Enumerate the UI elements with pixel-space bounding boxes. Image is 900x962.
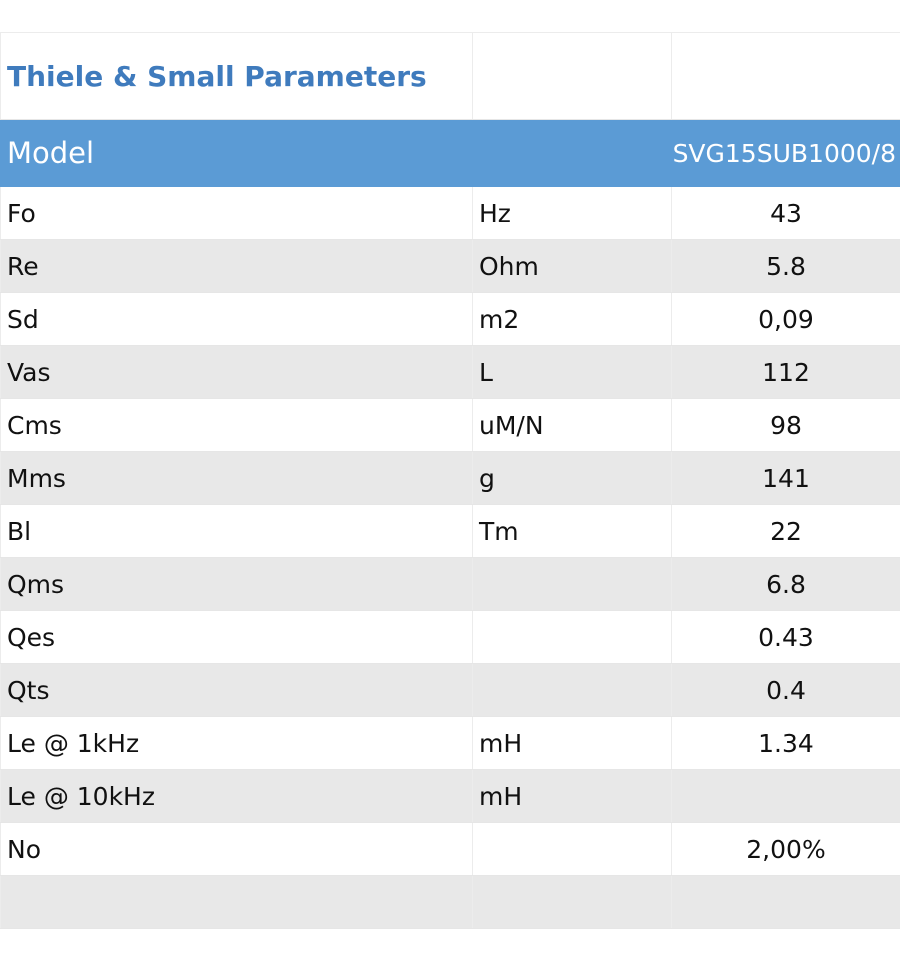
unit-cell: mH <box>472 769 672 823</box>
empty-cell <box>472 32 672 120</box>
value-cell: 98 <box>671 398 900 452</box>
value-cell: 0,09 <box>671 292 900 346</box>
empty-cell <box>671 875 900 929</box>
table-title: Thiele & Small Parameters <box>0 32 473 120</box>
parameters-table-body: Thiele & Small Parameters Model SVG15SUB… <box>0 32 900 929</box>
title-row: Thiele & Small Parameters <box>0 32 900 120</box>
table-row: Fo Hz 43 <box>0 186 900 240</box>
table-row: Le @ 1kHz mH 1.34 <box>0 716 900 770</box>
param-cell: Re <box>0 239 473 293</box>
value-cell: 141 <box>671 451 900 505</box>
table-row: Mms g 141 <box>0 451 900 505</box>
table-row: No 2,00% <box>0 822 900 876</box>
empty-cell <box>472 875 672 929</box>
param-cell: No <box>0 822 473 876</box>
param-cell: Mms <box>0 451 473 505</box>
model-label: Model <box>0 119 473 187</box>
table-row: Re Ohm 5.8 <box>0 239 900 293</box>
unit-cell: m2 <box>472 292 672 346</box>
value-cell: 2,00% <box>671 822 900 876</box>
unit-cell: Ohm <box>472 239 672 293</box>
empty-cell <box>671 32 900 120</box>
value-cell: 112 <box>671 345 900 399</box>
table-row: Qms 6.8 <box>0 557 900 611</box>
unit-cell: mH <box>472 716 672 770</box>
parameters-sheet: Thiele & Small Parameters Model SVG15SUB… <box>0 32 900 929</box>
param-cell: Qms <box>0 557 473 611</box>
value-cell: 22 <box>671 504 900 558</box>
value-cell: 0.4 <box>671 663 900 717</box>
model-value: SVG15SUB1000/8 <box>671 119 900 187</box>
table-row: Cms uM/N 98 <box>0 398 900 452</box>
parameters-table: Thiele & Small Parameters Model SVG15SUB… <box>0 32 900 929</box>
unit-cell: uM/N <box>472 398 672 452</box>
param-cell: Qes <box>0 610 473 664</box>
unit-cell: Tm <box>472 504 672 558</box>
unit-cell: Hz <box>472 186 672 240</box>
model-header-row: Model SVG15SUB1000/8 <box>0 119 900 187</box>
param-cell: Sd <box>0 292 473 346</box>
param-cell: Bl <box>0 504 473 558</box>
unit-cell: g <box>472 451 672 505</box>
param-cell: Vas <box>0 345 473 399</box>
table-row: Qes 0.43 <box>0 610 900 664</box>
value-cell: 1.34 <box>671 716 900 770</box>
unit-cell <box>472 663 672 717</box>
empty-cell <box>0 875 473 929</box>
param-cell: Fo <box>0 186 473 240</box>
table-row: Qts 0.4 <box>0 663 900 717</box>
unit-cell <box>472 557 672 611</box>
table-row: Sd m2 0,09 <box>0 292 900 346</box>
param-cell: Cms <box>0 398 473 452</box>
table-row: Le @ 10kHz mH <box>0 769 900 823</box>
unit-cell <box>472 822 672 876</box>
value-cell: 6.8 <box>671 557 900 611</box>
table-row: Bl Tm 22 <box>0 504 900 558</box>
table-row: Vas L 112 <box>0 345 900 399</box>
unit-cell: L <box>472 345 672 399</box>
empty-cell <box>472 119 672 187</box>
empty-row <box>0 875 900 929</box>
param-cell: Le @ 1kHz <box>0 716 473 770</box>
value-cell: 0.43 <box>671 610 900 664</box>
param-cell: Le @ 10kHz <box>0 769 473 823</box>
param-cell: Qts <box>0 663 473 717</box>
value-cell: 5.8 <box>671 239 900 293</box>
value-cell: 43 <box>671 186 900 240</box>
unit-cell <box>472 610 672 664</box>
value-cell <box>671 769 900 823</box>
